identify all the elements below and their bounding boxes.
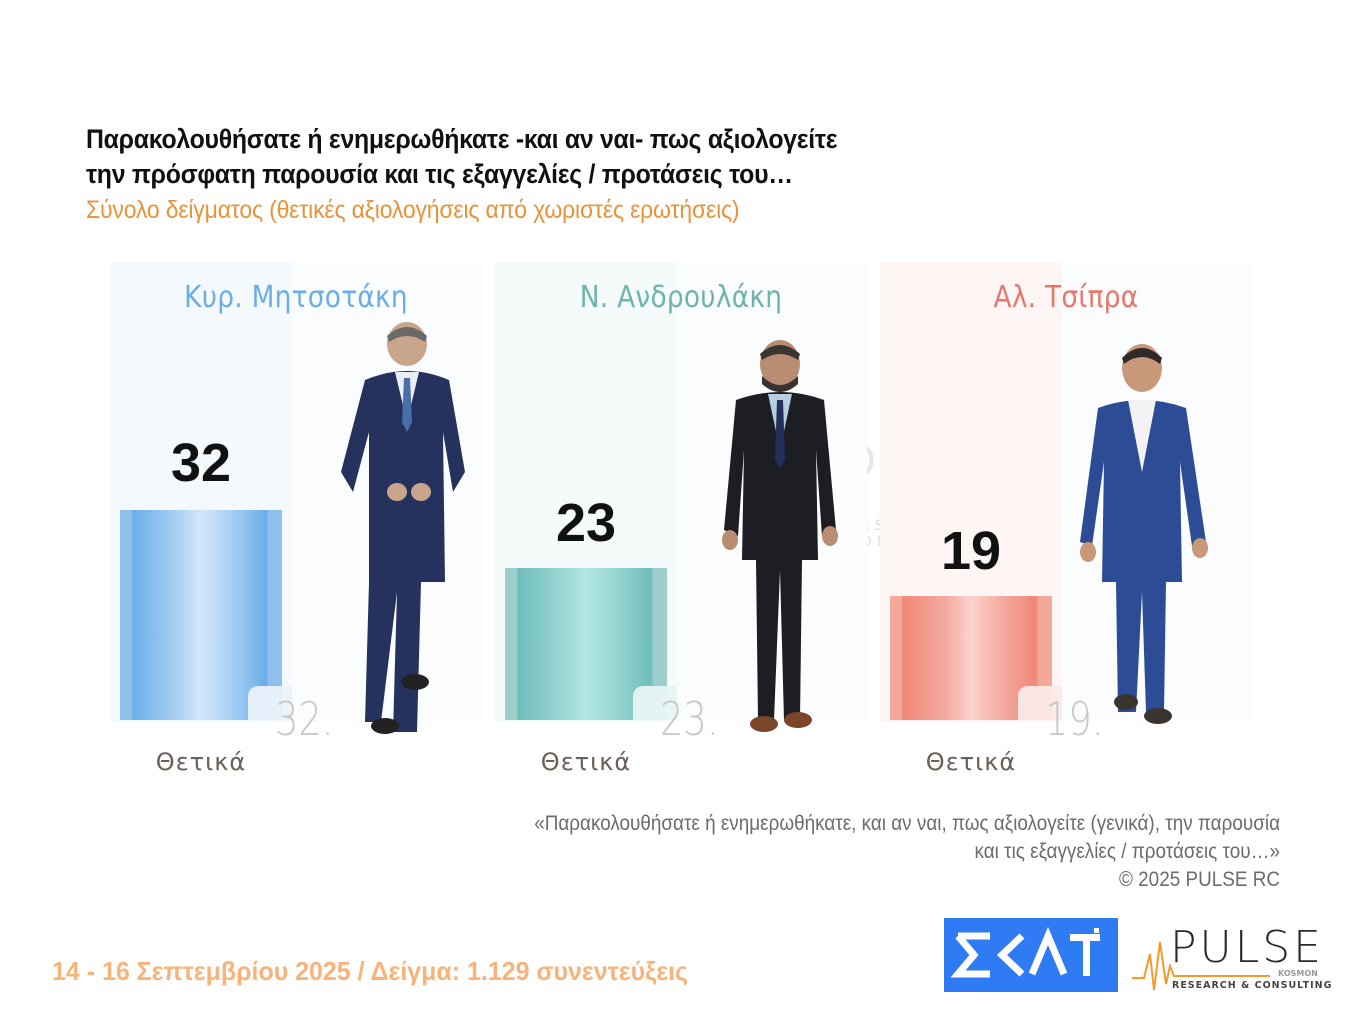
ghost-value: 19.: [1045, 692, 1104, 746]
category-label: Θετικά: [155, 748, 247, 776]
svg-text:PULSE: PULSE: [1170, 922, 1324, 973]
footnote-line-2: και τις εξαγγελίες / προτάσεις του…»: [974, 840, 1280, 863]
chart-subtitle: Σύνολο δείγματος (θετικές αξιολογήσεις α…: [86, 196, 740, 224]
bar-corner-notch: [248, 686, 292, 720]
chart-title: Παρακολουθήσατε ή ενημερωθήκατε -και αν …: [86, 122, 914, 192]
title-line-1: Παρακολουθήσατε ή ενημερωθήκατε -και αν …: [86, 124, 838, 154]
person-photo-mitsotakis: [341, 322, 465, 734]
bar-androulakis: [505, 568, 677, 720]
bar-value-label: 23: [555, 493, 617, 553]
bar-value-label: 32: [170, 433, 232, 493]
copyright-text: © 2025 PULSE RC: [1118, 868, 1280, 891]
skai-logo-icon: [950, 926, 1100, 978]
title-line-2: την πρόσφατη παρουσία και τις εξαγγελίες…: [86, 159, 793, 189]
pulse-logo: PULSE KOSMON RESEARCH & CONSULTING: [1130, 918, 1335, 998]
svg-text:RESEARCH & CONSULTING: RESEARCH & CONSULTING: [1172, 980, 1332, 991]
skai-logo: [944, 918, 1118, 992]
fieldwork-dates-sample: 14 - 16 Σεπτεμβρίου 2025 / Δείγμα: 1.129…: [52, 956, 689, 986]
person-photo-tsipras: [1080, 344, 1208, 724]
person-photo-androulakis: [722, 340, 838, 732]
ghost-value: 23.: [660, 692, 719, 746]
candidate-name: Αλ. Τσίπρα: [993, 280, 1139, 315]
pulse-logo-icon: PULSE KOSMON RESEARCH & CONSULTING: [1132, 922, 1332, 991]
question-footnote: «Παρακολουθήσατε ή ενημερωθήκατε, και αν…: [380, 810, 1280, 894]
ghost-value: 32.: [275, 692, 334, 746]
bar-corner-notch: [1018, 686, 1062, 720]
bar-tsipras: [890, 596, 1062, 720]
bar-mitsotakis: [120, 510, 292, 720]
candidate-name: Ν. Ανδρουλάκη: [579, 280, 783, 315]
footnote-line-1: «Παρακολουθήσατε ή ενημερωθήκατε, και αν…: [534, 812, 1280, 835]
bar-corner-notch: [633, 686, 677, 720]
category-label: Θετικά: [540, 748, 632, 776]
category-label: Θετικά: [925, 748, 1017, 776]
candidate-name: Κυρ. Μητσοτάκη: [184, 280, 408, 315]
svg-text:KOSMON: KOSMON: [1278, 969, 1318, 978]
bar-value-label: 19: [940, 521, 1002, 581]
